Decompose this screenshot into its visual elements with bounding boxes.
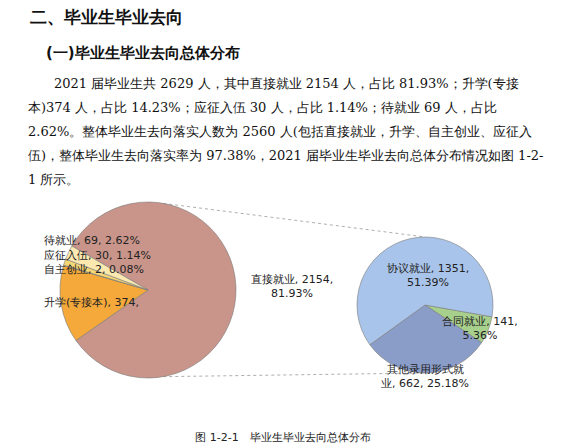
heading: 二、毕业生毕业去向 bbox=[30, 6, 183, 29]
data-label-line: 5.36% bbox=[463, 329, 498, 342]
data-label: 其他录用形式就业, 662, 25.18% bbox=[381, 363, 469, 390]
data-label: 自主创业, 2, 0.08% bbox=[44, 263, 144, 276]
data-label-line: 待就业, 69, 2.62% bbox=[44, 234, 140, 247]
data-label-line: 51.39% bbox=[407, 276, 449, 289]
paragraph: 2021 届毕业生共 2629 人，其中直接就业 2154 人，占比 81.93… bbox=[28, 72, 550, 192]
caption: 图 1-2-1 毕业生毕业去向总体分布 bbox=[195, 431, 370, 444]
data-label-line: 协议就业, 1351, bbox=[387, 262, 469, 275]
data-label-line: 升学(专接本), 374, bbox=[44, 296, 139, 309]
data-label: 应征入伍, 30, 1.14% bbox=[44, 249, 151, 262]
data-label: 协议就业, 1351,51.39% bbox=[387, 262, 469, 289]
data-label-line: 合同就业, 141, bbox=[442, 315, 518, 328]
data-label: 直接就业, 2154,81.93% bbox=[251, 273, 333, 300]
data-label-line: 业, 662, 25.18% bbox=[381, 377, 469, 390]
subheading: (一)毕业生毕业去向总体分布 bbox=[46, 44, 240, 63]
data-label-line: 自主创业, 2, 0.08% bbox=[44, 263, 144, 276]
pie bbox=[60, 202, 236, 378]
data-labels: 合同就业, 141,5.36% 其他录用形式就业, 662, 25.18% 协议就业… bbox=[381, 262, 518, 390]
chart: 直接就业, 2154,81.93% 升学(专接本), 374, 自主创业, 2, 0… bbox=[0, 0, 566, 448]
pie bbox=[357, 237, 493, 373]
data-labels: 直接就业, 2154,81.93% 升学(专接本), 374, 自主创业, 2, 0… bbox=[44, 234, 333, 309]
data-label-line: 81.93% bbox=[271, 287, 313, 300]
data-label-line: 其他录用形式就 bbox=[387, 363, 464, 376]
data-label-line: 直接就业, 2154, bbox=[251, 273, 333, 286]
data-label: 待就业, 69, 2.62% bbox=[44, 234, 140, 247]
data-label: 升学(专接本), 374, bbox=[44, 296, 139, 309]
data-label-line: 应征入伍, 30, 1.14% bbox=[44, 249, 151, 262]
data-label: 合同就业, 141,5.36% bbox=[442, 315, 518, 342]
